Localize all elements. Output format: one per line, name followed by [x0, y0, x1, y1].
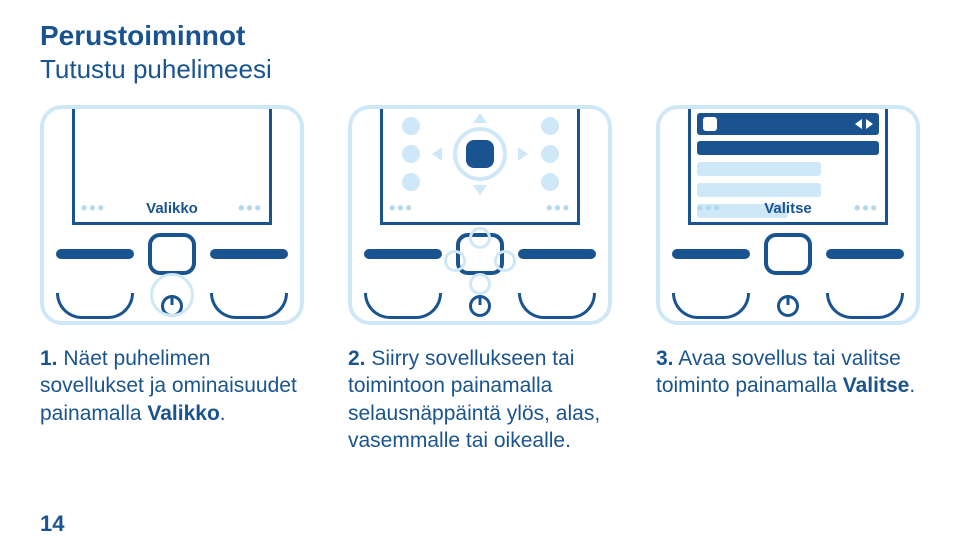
app-icon — [541, 145, 559, 163]
tab-icon — [703, 117, 717, 131]
right-softkey-button — [518, 249, 596, 259]
phone-2-screen: ••• ••• — [380, 109, 580, 225]
end-button — [210, 293, 288, 319]
page-title: Perustoiminnot — [40, 20, 920, 52]
app-icon — [541, 117, 559, 135]
softkey-dots-left: ••• — [697, 198, 722, 219]
caption-1: 1. Näet puhelimen sovellukset ja ominais… — [40, 345, 304, 454]
end-button — [518, 293, 596, 319]
softkey-dots-right: ••• — [546, 198, 571, 219]
softkey-center-label: Valikko — [146, 200, 198, 217]
phone-1-frame: ••• Valikko ••• — [40, 105, 304, 325]
call-button — [56, 293, 134, 319]
right-softkey-button — [826, 249, 904, 259]
page-number: 14 — [40, 511, 64, 537]
phone-3-softkey-row: ••• Valitse ••• — [697, 198, 879, 219]
app-icon — [402, 117, 420, 135]
phone-3-frame: ••• Valitse ••• — [656, 105, 920, 325]
softkey-dots-right: ••• — [854, 198, 879, 219]
menu-item — [697, 183, 821, 197]
dpad-highlight-up — [469, 227, 491, 249]
phone-2: ••• ••• — [348, 105, 612, 325]
right-softkey-button — [210, 249, 288, 259]
nav-indicator — [434, 115, 526, 193]
phone-illustrations-row: ••• Valikko ••• — [40, 105, 920, 325]
tab-arrow-right-icon — [866, 119, 873, 129]
app-icon-grid — [393, 115, 567, 192]
dpad-highlight-left — [444, 250, 466, 272]
left-softkey-button — [672, 249, 750, 259]
caption-2: 2. Siirry sovellukseen tai toimintoon pa… — [348, 345, 612, 454]
call-button — [364, 293, 442, 319]
captions-row: 1. Näet puhelimen sovellukset ja ominais… — [40, 345, 920, 454]
dpad-highlight-right — [494, 250, 516, 272]
softkey-dots-right: ••• — [238, 198, 263, 219]
softkey-dots-left: ••• — [81, 198, 106, 219]
dpad-highlight-down — [469, 273, 491, 295]
phone-2-softkey-row: ••• ••• — [389, 198, 571, 219]
power-button — [777, 295, 799, 317]
call-button — [672, 293, 750, 319]
menu-item — [697, 162, 821, 176]
menu-item-selected — [697, 141, 879, 155]
phone-3-keypad — [672, 233, 904, 313]
softkey-center-label: Valitse — [764, 200, 812, 217]
left-softkey-button — [56, 249, 134, 259]
softkey-dots-left: ••• — [389, 198, 414, 219]
center-nav-button — [764, 233, 812, 275]
caption-3: 3. Avaa sovellus tai valitse toiminto pa… — [656, 345, 920, 454]
phone-1: ••• Valikko ••• — [40, 105, 304, 325]
center-nav-button — [148, 233, 196, 275]
power-button — [469, 295, 491, 317]
menu-tab-header — [697, 113, 879, 135]
tab-arrow-left-icon — [855, 119, 862, 129]
phone-1-screen: ••• Valikko ••• — [72, 109, 272, 225]
phone-2-frame: ••• ••• — [348, 105, 612, 325]
phone-1-softkey-row: ••• Valikko ••• — [81, 198, 263, 219]
page-subtitle: Tutustu puhelimeesi — [40, 54, 920, 85]
app-icon — [402, 173, 420, 191]
app-icon — [541, 173, 559, 191]
phone-3: ••• Valitse ••• — [656, 105, 920, 325]
end-button — [826, 293, 904, 319]
power-highlight-ring — [150, 273, 194, 317]
app-icon — [402, 145, 420, 163]
phone-3-screen: ••• Valitse ••• — [688, 109, 888, 225]
left-softkey-button — [364, 249, 442, 259]
